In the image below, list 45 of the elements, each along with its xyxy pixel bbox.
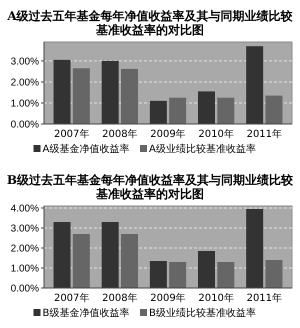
y-tick-label: 2.00% xyxy=(10,77,40,88)
bar xyxy=(102,60,119,124)
y-tick-label: 3.00% xyxy=(10,56,40,68)
y-tick-label: 3.00% xyxy=(10,224,40,234)
legend-label: B级业绩比较基准收益率 xyxy=(149,307,256,319)
x-tick-label: 2009年 xyxy=(150,292,186,304)
bar xyxy=(198,251,215,288)
bar xyxy=(121,234,138,288)
y-tick-label: 2.00% xyxy=(10,244,40,254)
bar xyxy=(150,261,167,288)
chart-title: A级过去五年基金每年净值收益率及其与同期业绩比较基准收益率的对比图 xyxy=(6,9,294,37)
bar xyxy=(198,91,215,124)
x-tick-label: 2007年 xyxy=(54,128,90,140)
bar xyxy=(121,68,138,124)
x-tick-label: 2008年 xyxy=(102,128,138,140)
x-tick-label: 2008年 xyxy=(102,292,138,304)
y-tick-label: 4.00% xyxy=(10,204,40,214)
bar xyxy=(246,209,264,288)
bar xyxy=(54,60,71,124)
bar xyxy=(217,98,234,124)
x-tick-label: 2011年 xyxy=(246,128,282,140)
bar xyxy=(150,100,167,124)
legend-label: A级基金净值收益率 xyxy=(42,143,130,155)
bar xyxy=(169,262,186,288)
bar xyxy=(169,98,186,124)
bar xyxy=(72,68,90,124)
bar xyxy=(265,260,282,288)
y-tick-label: 1.00% xyxy=(10,98,40,110)
bar xyxy=(246,46,264,124)
x-tick-label: 2010年 xyxy=(198,128,234,140)
bar xyxy=(265,96,282,124)
x-tick-label: 2007年 xyxy=(54,292,90,304)
x-tick-label: 2011年 xyxy=(246,292,282,304)
y-tick-label: 0.00% xyxy=(10,284,40,294)
y-tick-label: 1.00% xyxy=(10,264,40,274)
chart-title: B级过去五年基金每年净值收益率及其与同期业绩比较基准收益率的对比图 xyxy=(6,173,294,201)
legend-label: B级基金净值收益率 xyxy=(42,307,130,319)
bar xyxy=(102,222,119,288)
y-tick-label: 0.00% xyxy=(10,120,40,130)
legend-label: A级业绩比较基准收益率 xyxy=(149,143,256,155)
x-tick-label: 2010年 xyxy=(198,292,234,304)
bar xyxy=(72,234,90,288)
bar xyxy=(217,262,234,288)
bar xyxy=(54,222,71,288)
x-tick-label: 2009年 xyxy=(150,128,186,140)
